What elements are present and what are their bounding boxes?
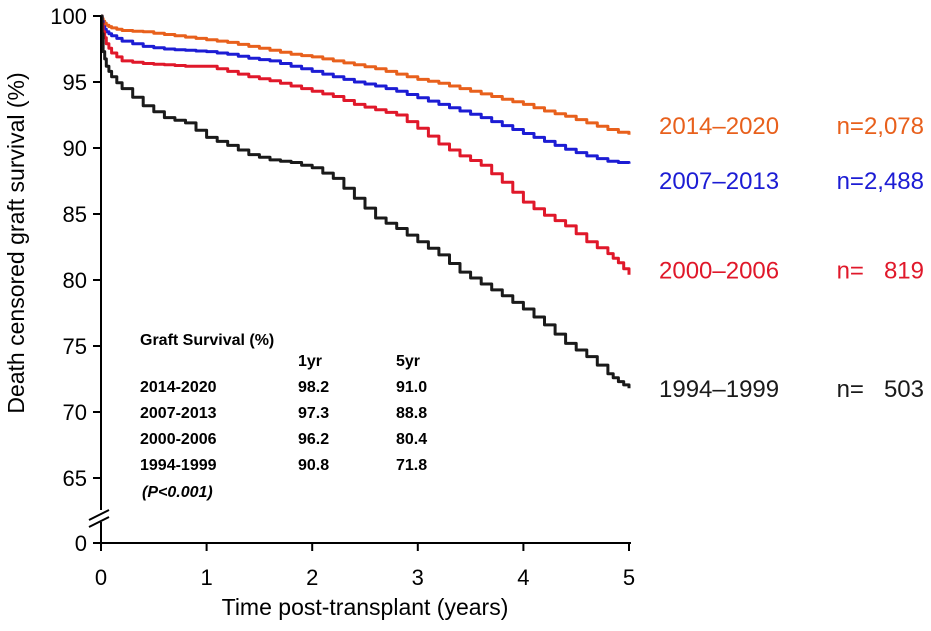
y-tick-label: 70: [63, 400, 87, 425]
x-tick-label: 3: [412, 565, 424, 590]
series-curves: [100, 14, 631, 389]
table-row-1yr: 96.2: [298, 431, 329, 448]
series-line: [100, 14, 631, 389]
table-row-1yr: 90.8: [298, 457, 329, 474]
table-row-period: 2014-2020: [140, 379, 217, 396]
axes: 0 1 2 3 4 5 100 95 90 85 80 75 70 65 0: [50, 4, 635, 590]
y-ticks: 100 95 90 85 80 75 70 65 0: [50, 4, 101, 556]
legend-period-label: 2000–2006: [659, 258, 779, 285]
y-tick-label: 80: [63, 268, 87, 293]
x-tick-label: 4: [517, 565, 529, 590]
legend-n-label: n= 819: [837, 258, 924, 285]
table-row-1yr: 97.3: [298, 405, 329, 422]
legend-n-label: n=2,078: [837, 113, 924, 140]
table-row-1yr: 98.2: [298, 379, 329, 396]
legend-period-label: 1994–1999: [659, 376, 779, 403]
y-axis-title: Death censored graft survival (%): [3, 72, 29, 413]
table-header-5yr: 5yr: [396, 353, 420, 370]
table-row-5yr: 88.8: [396, 405, 427, 422]
table-row-5yr: 71.8: [396, 457, 427, 474]
series-line: [100, 14, 631, 275]
axis-break-mark: [88, 509, 110, 528]
y-tick-label: 75: [63, 334, 87, 359]
y-tick-label-zero: 0: [75, 531, 87, 556]
table-row-5yr: 80.4: [396, 431, 427, 448]
table-title: Graft Survival (%): [140, 332, 274, 349]
graft-survival-table: Graft Survival (%) 1yr 5yr 2014-2020 98.…: [140, 332, 427, 501]
table-row-period: 1994-1999: [140, 457, 217, 474]
table-header-1yr: 1yr: [298, 353, 322, 370]
legend-period-label: 2014–2020: [659, 113, 779, 140]
x-tick-label: 1: [200, 565, 212, 590]
table-note: (P<0.001): [142, 484, 213, 501]
x-tick-label: 0: [95, 565, 107, 590]
x-ticks: 0 1 2 3 4 5: [95, 543, 635, 590]
y-tick-label: 90: [63, 136, 87, 161]
y-tick-label: 100: [50, 4, 87, 29]
y-tick-label: 85: [63, 202, 87, 227]
series-line: [100, 14, 631, 135]
series-line: [100, 14, 631, 164]
legend-n-label: n=2,488: [837, 168, 924, 195]
y-tick-label: 65: [63, 466, 87, 491]
legend-period-label: 2007–2013: [659, 168, 779, 195]
table-row-5yr: 91.0: [396, 379, 427, 396]
x-tick-label: 2: [306, 565, 318, 590]
table-row-period: 2000-2006: [140, 431, 217, 448]
legend-n-label: n= 503: [837, 376, 924, 403]
legend: 2014–2020 n=2,078 2007–2013 n=2,488 2000–200…: [659, 113, 924, 403]
x-axis-title: Time post-transplant (years): [222, 594, 509, 620]
table-row-period: 2007-2013: [140, 405, 217, 422]
y-tick-label: 95: [63, 70, 87, 95]
x-tick-label: 5: [623, 565, 635, 590]
